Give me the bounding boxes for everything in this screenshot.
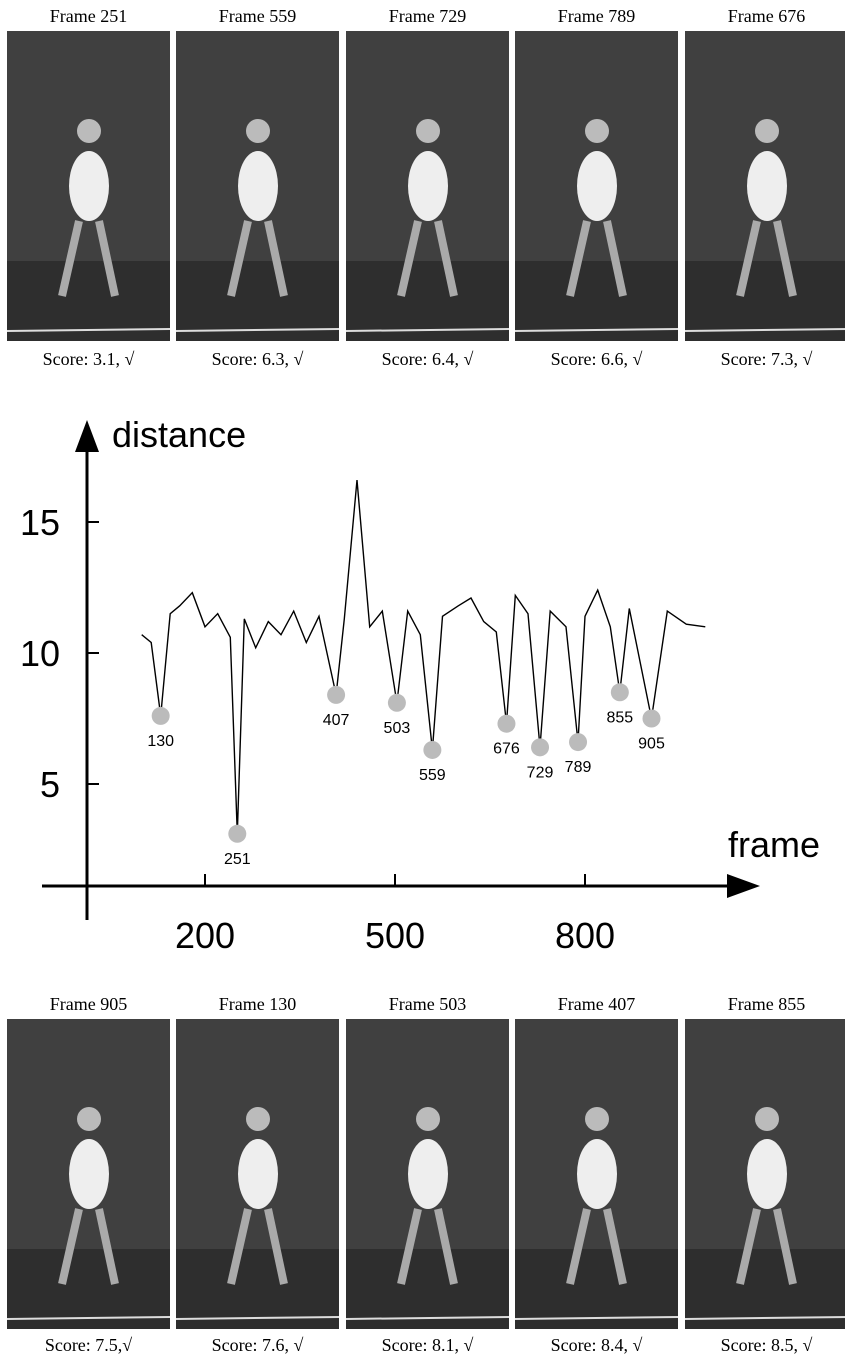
frame-score: Score: 8.1, √: [381, 1335, 474, 1355]
annotation-label: 729: [527, 764, 554, 781]
annotation-label: 251: [224, 851, 251, 868]
annotation-label: 407: [323, 712, 350, 729]
y-tick-label: 5: [40, 764, 60, 805]
annotation-label: 676: [493, 741, 520, 758]
frame-image: [176, 31, 339, 341]
frame-score: Score: 7.5,√: [44, 1335, 133, 1355]
annotation-marker: [642, 709, 661, 728]
annotation-label: 855: [606, 709, 633, 726]
frame-score: Score: 7.3, √: [720, 349, 813, 369]
frame-image: [7, 31, 170, 341]
annotation-marker: [327, 685, 346, 704]
annotation-label: 503: [384, 720, 411, 737]
frame-caption: Frame 503: [388, 994, 467, 1014]
x-axis-arrow: [727, 874, 760, 898]
y-tick-label: 15: [20, 502, 60, 543]
annotation-label: 789: [565, 759, 592, 776]
x-tick-label: 200: [175, 915, 235, 956]
y-axis-label: distance: [112, 414, 246, 455]
distance-chart: distance frame 5 10 15 200 500 800 130 251 407…: [0, 400, 845, 990]
x-tick-label: 500: [365, 915, 425, 956]
annotation-marker: [423, 740, 442, 759]
frame-caption: Frame 559: [218, 6, 297, 26]
annotation-label: 905: [638, 736, 665, 753]
frame-image: [7, 1019, 170, 1329]
x-axis-label: frame: [728, 824, 820, 865]
frame-score: Score: 6.4, √: [381, 349, 474, 369]
x-tick-label: 800: [555, 915, 615, 956]
frame-caption: Frame 855: [727, 994, 806, 1014]
frame-score: Score: 6.3, √: [211, 349, 304, 369]
frame-caption: Frame 729: [388, 6, 467, 26]
frame-image: [346, 31, 509, 341]
frame-caption: Frame 130: [218, 994, 297, 1014]
frame-image: [346, 1019, 509, 1329]
frame-image: [176, 1019, 339, 1329]
annotation-marker: [387, 693, 406, 712]
frame-image: [515, 1019, 678, 1329]
frame-score: Score: 7.6, √: [211, 1335, 304, 1355]
annotation-label: 130: [147, 733, 174, 750]
x-ticks: 200 500 800: [175, 874, 615, 956]
annotation-marker: [531, 738, 550, 757]
frame-score: Score: 8.5, √: [720, 1335, 813, 1355]
frame-image: [685, 1019, 845, 1329]
top-frame-row: Frame 251 Score: 3.1, √ Frame 559 Score:…: [0, 0, 845, 369]
bottom-frame-row: Frame 905 Score: 7.5,√ Frame 130 Score: …: [0, 988, 845, 1360]
y-ticks: 5 10 15: [20, 502, 99, 805]
frame-score: Score: 8.4, √: [550, 1335, 643, 1355]
frame-image: [515, 31, 678, 341]
annotation-marker: [228, 824, 247, 843]
annotation-marker: [569, 733, 588, 752]
frame-image: [685, 31, 845, 341]
series-line-distance: [141, 480, 706, 834]
annotation-marker: [151, 706, 170, 725]
frame-caption: Frame 676: [727, 6, 806, 26]
chart-svg: distance frame 5 10 15 200 500 800 130 251 407…: [20, 414, 820, 956]
annotations: 130 251 407 503 559 676 729 789 855 905: [147, 683, 665, 868]
frame-caption: Frame 905: [49, 994, 128, 1014]
y-axis-arrow: [75, 420, 99, 452]
frame-score: Score: 6.6, √: [550, 349, 643, 369]
y-tick-label: 10: [20, 633, 60, 674]
frame-score: Score: 3.1, √: [42, 349, 135, 369]
frame-caption: Frame 789: [557, 6, 636, 26]
annotation-marker: [610, 683, 629, 702]
annotation-label: 559: [419, 767, 446, 784]
annotation-marker: [497, 714, 516, 733]
frame-caption: Frame 407: [557, 994, 636, 1014]
frame-caption: Frame 251: [49, 6, 128, 26]
